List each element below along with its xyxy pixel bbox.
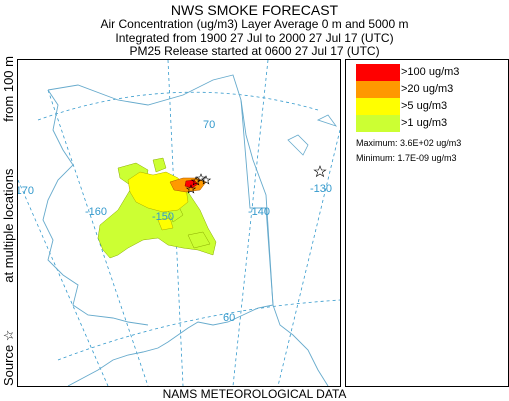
grid-label-lon-150: -150 (152, 211, 174, 223)
data-source-footer: NAMS METEOROLOGICAL DATA (162, 387, 347, 401)
graticule-lon-140 (232, 60, 269, 386)
locations-label: at multiple locations (1, 168, 16, 283)
grid-label-lon-140: -140 (248, 206, 270, 218)
legend-item-gt5: >5 ug/m3 (356, 98, 506, 115)
grid-label-lon-170: -170 (18, 185, 34, 197)
graticule-lat-70 (37, 91, 319, 121)
legend-item-gt100: >100 ug/m3 (356, 64, 506, 81)
source-side-label: Source ☆ at multiple locations from 100 … (1, 56, 17, 386)
concentration-legend: >100 ug/m3 >20 ug/m3 >5 ug/m3 >1 ug/m3 M… (345, 59, 509, 387)
source-star (185, 184, 197, 194)
source-star (190, 176, 202, 186)
legend-swatch (356, 64, 400, 81)
source-star (313, 165, 327, 178)
plume-gt1-patch-c (187, 231, 211, 249)
source-star (195, 173, 207, 183)
legend-label: >1 ug/m3 (401, 117, 448, 129)
legend-label: >5 ug/m3 (401, 100, 448, 112)
alaska-coastline (42, 74, 329, 386)
grid-label-lat-60: 60 (223, 312, 235, 324)
grid-label-lat-70: 70 (203, 119, 215, 131)
map-canvas: 70 60 -170 -160 -150 -140 -130 (18, 60, 340, 386)
graticule-lon-130 (277, 129, 340, 386)
legend-swatch (356, 81, 400, 98)
coastal-islands (287, 114, 338, 156)
grid-label-lon-130: -130 (310, 183, 332, 195)
smoke-map: 70 60 -170 -160 -150 -140 -130 (17, 59, 341, 387)
graticule-lon-170 (18, 179, 109, 386)
graticule-lat-60 (57, 299, 340, 361)
border-line (240, 99, 274, 306)
plume-gt1-patch-a (152, 157, 167, 173)
height-label: from 100 m (1, 56, 16, 122)
legend-swatch (356, 98, 400, 115)
integration-period: Integrated from 1900 27 Jul to 2000 27 J… (115, 31, 394, 45)
forecast-title: NWS SMOKE FORECAST (170, 2, 339, 18)
grid-label-lon-160: -160 (85, 206, 107, 218)
source-label: Source ☆ (1, 329, 16, 386)
legend-item-gt1: >1 ug/m3 (356, 115, 506, 132)
release-start: PM25 Release started at 0600 27 Jul 17 (… (129, 44, 380, 58)
legend-label: >20 ug/m3 (401, 83, 454, 95)
source-locations (185, 165, 327, 194)
legend-item-gt20: >20 ug/m3 (356, 81, 506, 98)
concentration-subtitle: Air Concentration (ug/m3) Layer Average … (100, 17, 409, 31)
plume-gt5-patch (157, 217, 174, 231)
minimum-value: Minimum: 1.7E-09 ug/m3 (356, 153, 457, 163)
legend-label: >100 ug/m3 (401, 66, 460, 78)
legend-swatch (356, 115, 400, 132)
source-star (200, 175, 212, 185)
maximum-value: Maximum: 3.6E+02 ug/m3 (356, 138, 462, 148)
